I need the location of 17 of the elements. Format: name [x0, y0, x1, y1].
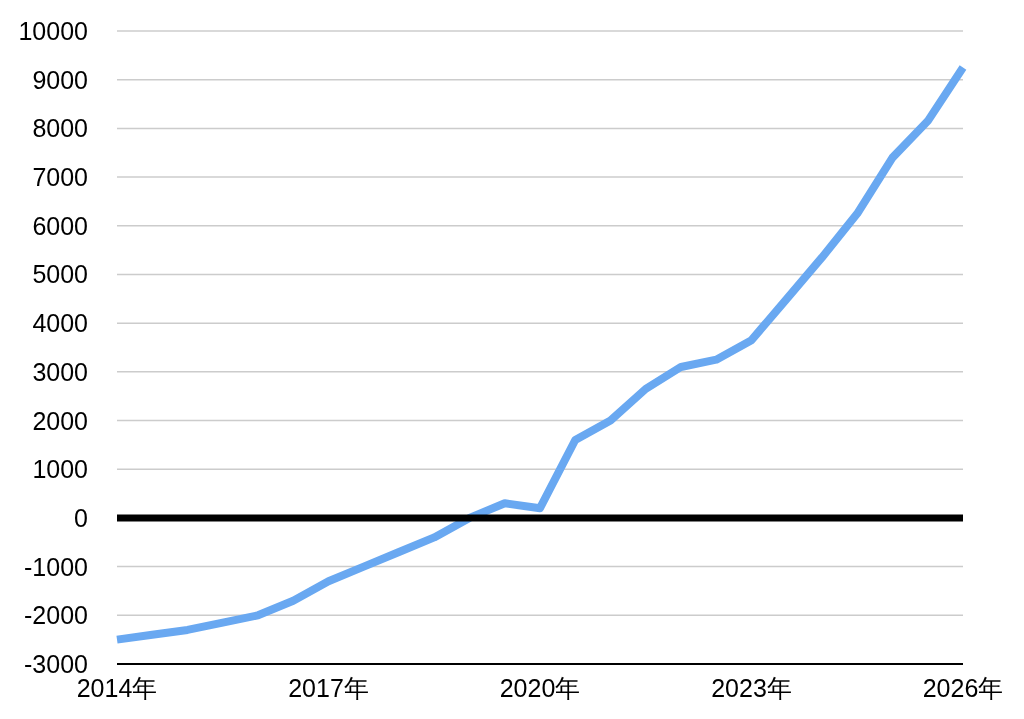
y-tick-label: 2000: [32, 406, 88, 435]
y-tick-label: 0: [74, 503, 88, 532]
y-tick-label: 7000: [32, 163, 88, 192]
x-tick-label: 2026年: [922, 674, 1004, 702]
y-tick-label: 3000: [32, 357, 88, 386]
x-tick-label: 2017年: [288, 674, 369, 702]
y-tick-label: 8000: [32, 114, 88, 143]
y-tick-label: 1000: [32, 455, 88, 484]
y-tick-label: -1000: [24, 552, 88, 581]
y-tick-label: 4000: [32, 309, 88, 338]
y-tick-label: 6000: [32, 211, 88, 240]
x-tick-label: 2020年: [499, 674, 581, 702]
y-tick-label: -2000: [24, 601, 88, 630]
y-tick-label: 10000: [18, 17, 88, 45]
y-tick-label: 9000: [32, 65, 88, 94]
x-tick-label: 2023年: [711, 674, 792, 702]
y-tick-label: 5000: [32, 260, 88, 289]
